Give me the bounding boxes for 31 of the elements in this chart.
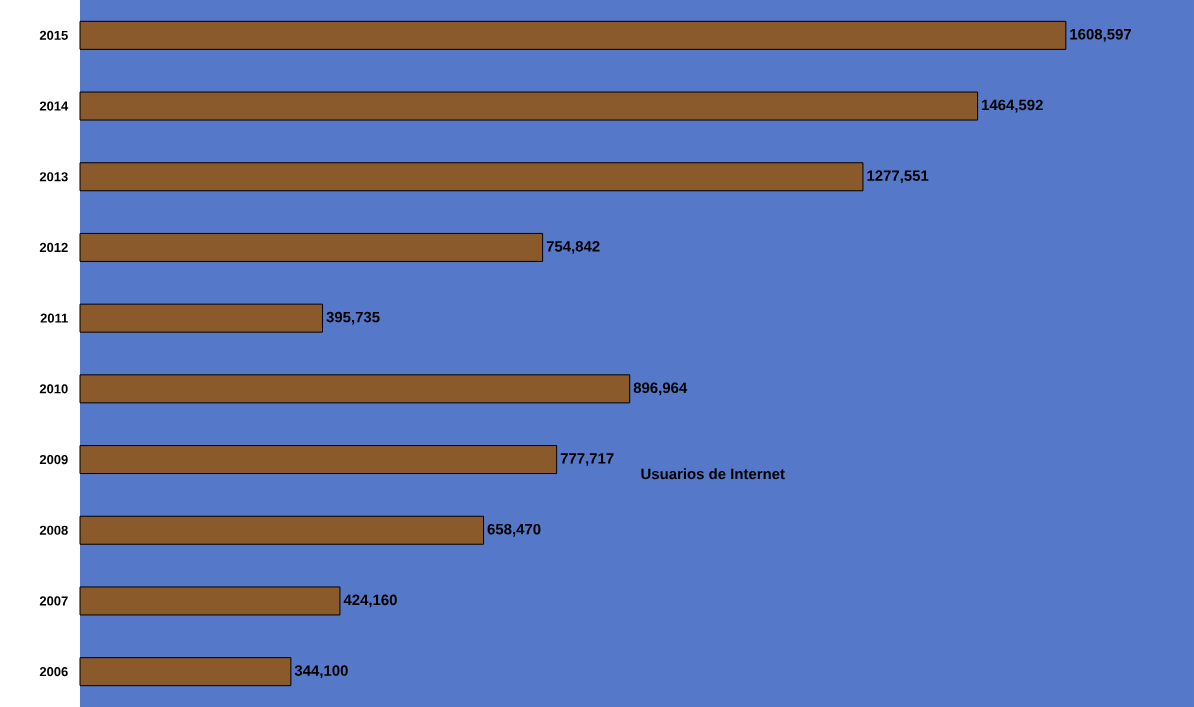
y-tick-label: 2006 <box>39 667 68 677</box>
data-label: 1464,592 <box>982 99 1043 113</box>
data-label: 344,100 <box>294 665 348 679</box>
data-label: 754,842 <box>546 241 600 254</box>
data-label: 395,735 <box>326 311 380 325</box>
data-label: 1277,551 <box>867 170 929 184</box>
bar <box>79 445 558 475</box>
bar <box>79 232 544 262</box>
y-tick-label: 2014 <box>39 101 69 111</box>
y-tick-label: 2009 <box>39 454 68 465</box>
y-tick-label: 2010 <box>39 384 68 394</box>
y-tick-label: 2013 <box>39 172 68 182</box>
bar <box>79 162 864 192</box>
y-tick-label: 2008 <box>39 525 68 535</box>
y-tick-label: 2012 <box>39 242 68 253</box>
bar <box>79 91 979 121</box>
bar <box>79 303 324 333</box>
bar <box>79 374 631 404</box>
data-label: 777,717 <box>560 453 614 466</box>
data-label: 658,470 <box>487 523 541 537</box>
data-label: 1608,597 <box>1070 28 1132 42</box>
data-label: 896,964 <box>633 382 688 396</box>
bar <box>79 20 1067 50</box>
annotation: Usuarios de Internet <box>641 468 785 480</box>
y-tick-label: 2011 <box>40 313 68 323</box>
y-tick-label: 2007 <box>39 596 68 606</box>
bar <box>79 586 341 616</box>
data-label: 424,160 <box>343 594 397 608</box>
y-tick-label: 2015 <box>39 30 68 40</box>
bar <box>79 657 292 687</box>
bar <box>79 515 485 545</box>
